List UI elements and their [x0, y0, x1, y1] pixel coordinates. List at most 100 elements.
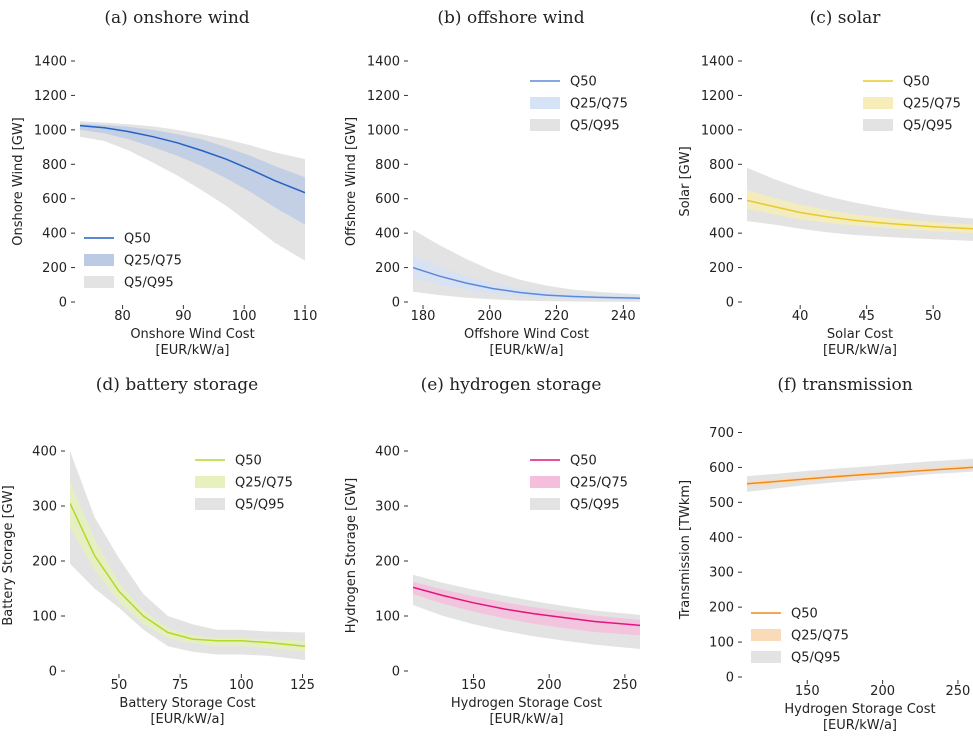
y-tick-label: 1000: [367, 123, 400, 138]
x-tick-label: 240: [611, 309, 636, 324]
legend-swatch-band: [84, 254, 114, 266]
x-tick-label: 100: [232, 309, 257, 324]
legend-label: Q25/Q75: [235, 476, 293, 491]
y-tick-label: 1400: [367, 55, 400, 70]
q50-line: [747, 199, 973, 230]
chart-title: (c) solar: [810, 8, 882, 28]
y-tick-label: 200: [709, 261, 734, 276]
legend-swatch-band: [195, 498, 225, 510]
legend-label: Q5/Q95: [903, 119, 953, 134]
y-tick-label: 300: [32, 500, 57, 515]
q25-q75-band: [413, 581, 640, 636]
q25-q75-band: [747, 190, 973, 234]
legend-label: Q50: [235, 454, 262, 469]
y-tick-label: 0: [392, 665, 400, 680]
y-tick-label: 0: [49, 665, 57, 680]
y-tick-label: 1200: [34, 89, 67, 104]
x-tick-label: 75: [172, 678, 189, 693]
x-tick-label: 40: [792, 309, 809, 324]
chart-panel-1: (a) onshore wind 0 200 400 600 800 1000 1200 140…: [11, 8, 317, 358]
legend: Q50 Q25/Q75 Q5/Q95: [751, 607, 849, 666]
q50-line: [70, 502, 305, 648]
chart-title: (d) battery storage: [96, 375, 258, 395]
legend: Q50 Q25/Q75 Q5/Q95: [84, 232, 182, 291]
x-axis-label: [EUR/kW/a]: [823, 343, 897, 358]
chart-panel-3: (c) solar 0 200 400 600 800 1000 1200 1400 40 45 50…: [678, 8, 973, 358]
y-tick-label: 0: [726, 671, 734, 686]
y-tick-label: 500: [709, 496, 734, 511]
chart-panel-2: (b) offshore wind 0 200 400 600 800 1000 1200 14…: [344, 8, 640, 358]
legend-swatch-band: [530, 119, 560, 131]
x-tick-label: 200: [870, 684, 895, 699]
legend-label: Q25/Q75: [124, 254, 182, 269]
y-tick-label: 1400: [701, 55, 734, 70]
y-tick-label: 1000: [701, 123, 734, 138]
x-axis-label: Hydrogen Storage Cost: [784, 702, 935, 717]
legend: Q50 Q25/Q75 Q5/Q95: [863, 75, 961, 134]
y-tick-label: 1200: [367, 89, 400, 104]
chart-title: (a) onshore wind: [104, 8, 249, 28]
chart-panel-6: (f) transmission 0 100 200 300 400 500 600 700 15…: [678, 375, 973, 733]
legend-swatch-band: [751, 629, 781, 641]
x-axis-label: [EUR/kW/a]: [823, 718, 897, 733]
legend-label: Q50: [791, 607, 818, 622]
y-tick-label: 400: [32, 445, 57, 460]
legend-label: Q5/Q95: [570, 119, 620, 134]
x-tick-label: 90: [175, 309, 192, 324]
y-axis-label: Solar [GW]: [678, 146, 693, 216]
y-tick-label: 200: [375, 555, 400, 570]
x-tick-label: 220: [544, 309, 569, 324]
x-axis-label: Offshore Wind Cost: [464, 327, 589, 342]
x-axis-label: [EUR/kW/a]: [489, 343, 563, 358]
chart-title: (f) transmission: [777, 375, 912, 395]
legend-swatch-band: [863, 119, 893, 131]
x-tick-label: 180: [411, 309, 436, 324]
y-axis-label: Transmission [TWkm]: [678, 480, 693, 620]
x-axis-label: Solar Cost: [827, 327, 893, 342]
y-tick-label: 600: [375, 192, 400, 207]
y-tick-label: 0: [392, 296, 400, 311]
y-tick-label: 800: [375, 158, 400, 173]
y-tick-label: 1200: [701, 89, 734, 104]
y-axis-label: Onshore Wind [GW]: [11, 117, 26, 246]
y-tick-label: 800: [42, 158, 67, 173]
legend-label: Q25/Q75: [791, 629, 849, 644]
y-tick-label: 800: [709, 158, 734, 173]
legend-swatch-band: [195, 476, 225, 488]
q25-q75-band: [70, 481, 305, 652]
y-tick-label: 200: [375, 261, 400, 276]
y-tick-label: 200: [32, 555, 57, 570]
legend-swatch-band: [530, 476, 560, 488]
legend: Q50 Q25/Q75 Q5/Q95: [530, 75, 628, 134]
legend-label: Q50: [903, 75, 930, 90]
x-tick-label: 150: [461, 678, 486, 693]
legend-label: Q5/Q95: [124, 276, 174, 291]
chart-panel-4: (d) battery storage 0 100 200 300 400 50 75 100 1…: [1, 375, 315, 727]
y-tick-label: 600: [709, 192, 734, 207]
y-tick-label: 100: [709, 636, 734, 651]
legend-label: Q50: [570, 454, 597, 469]
q50-line: [413, 586, 640, 627]
x-tick-label: 200: [477, 309, 502, 324]
y-tick-label: 100: [32, 610, 57, 625]
q25-q75-band: [413, 255, 640, 300]
x-tick-label: 110: [293, 309, 318, 324]
legend-label: Q25/Q75: [570, 476, 628, 491]
chart-title: (b) offshore wind: [437, 8, 584, 28]
y-tick-label: 400: [709, 227, 734, 242]
x-axis-label: [EUR/kW/a]: [155, 343, 229, 358]
legend-label: Q5/Q95: [570, 498, 620, 513]
x-tick-label: 200: [537, 678, 562, 693]
y-tick-label: 200: [709, 601, 734, 616]
x-tick-label: 150: [795, 684, 820, 699]
y-tick-label: 400: [42, 227, 67, 242]
x-tick-label: 100: [229, 678, 254, 693]
y-axis-label: Hydrogen Storage [GW]: [344, 478, 359, 633]
y-tick-label: 0: [59, 296, 67, 311]
y-tick-label: 700: [709, 426, 734, 441]
chart-panel-5: (e) hydrogen storage 0 100 200 300 400 150 200 2…: [344, 375, 640, 727]
y-axis-label: Offshore Wind [GW]: [344, 117, 359, 246]
y-axis-label: Battery Storage [GW]: [1, 485, 16, 625]
x-tick-label: 45: [858, 309, 875, 324]
